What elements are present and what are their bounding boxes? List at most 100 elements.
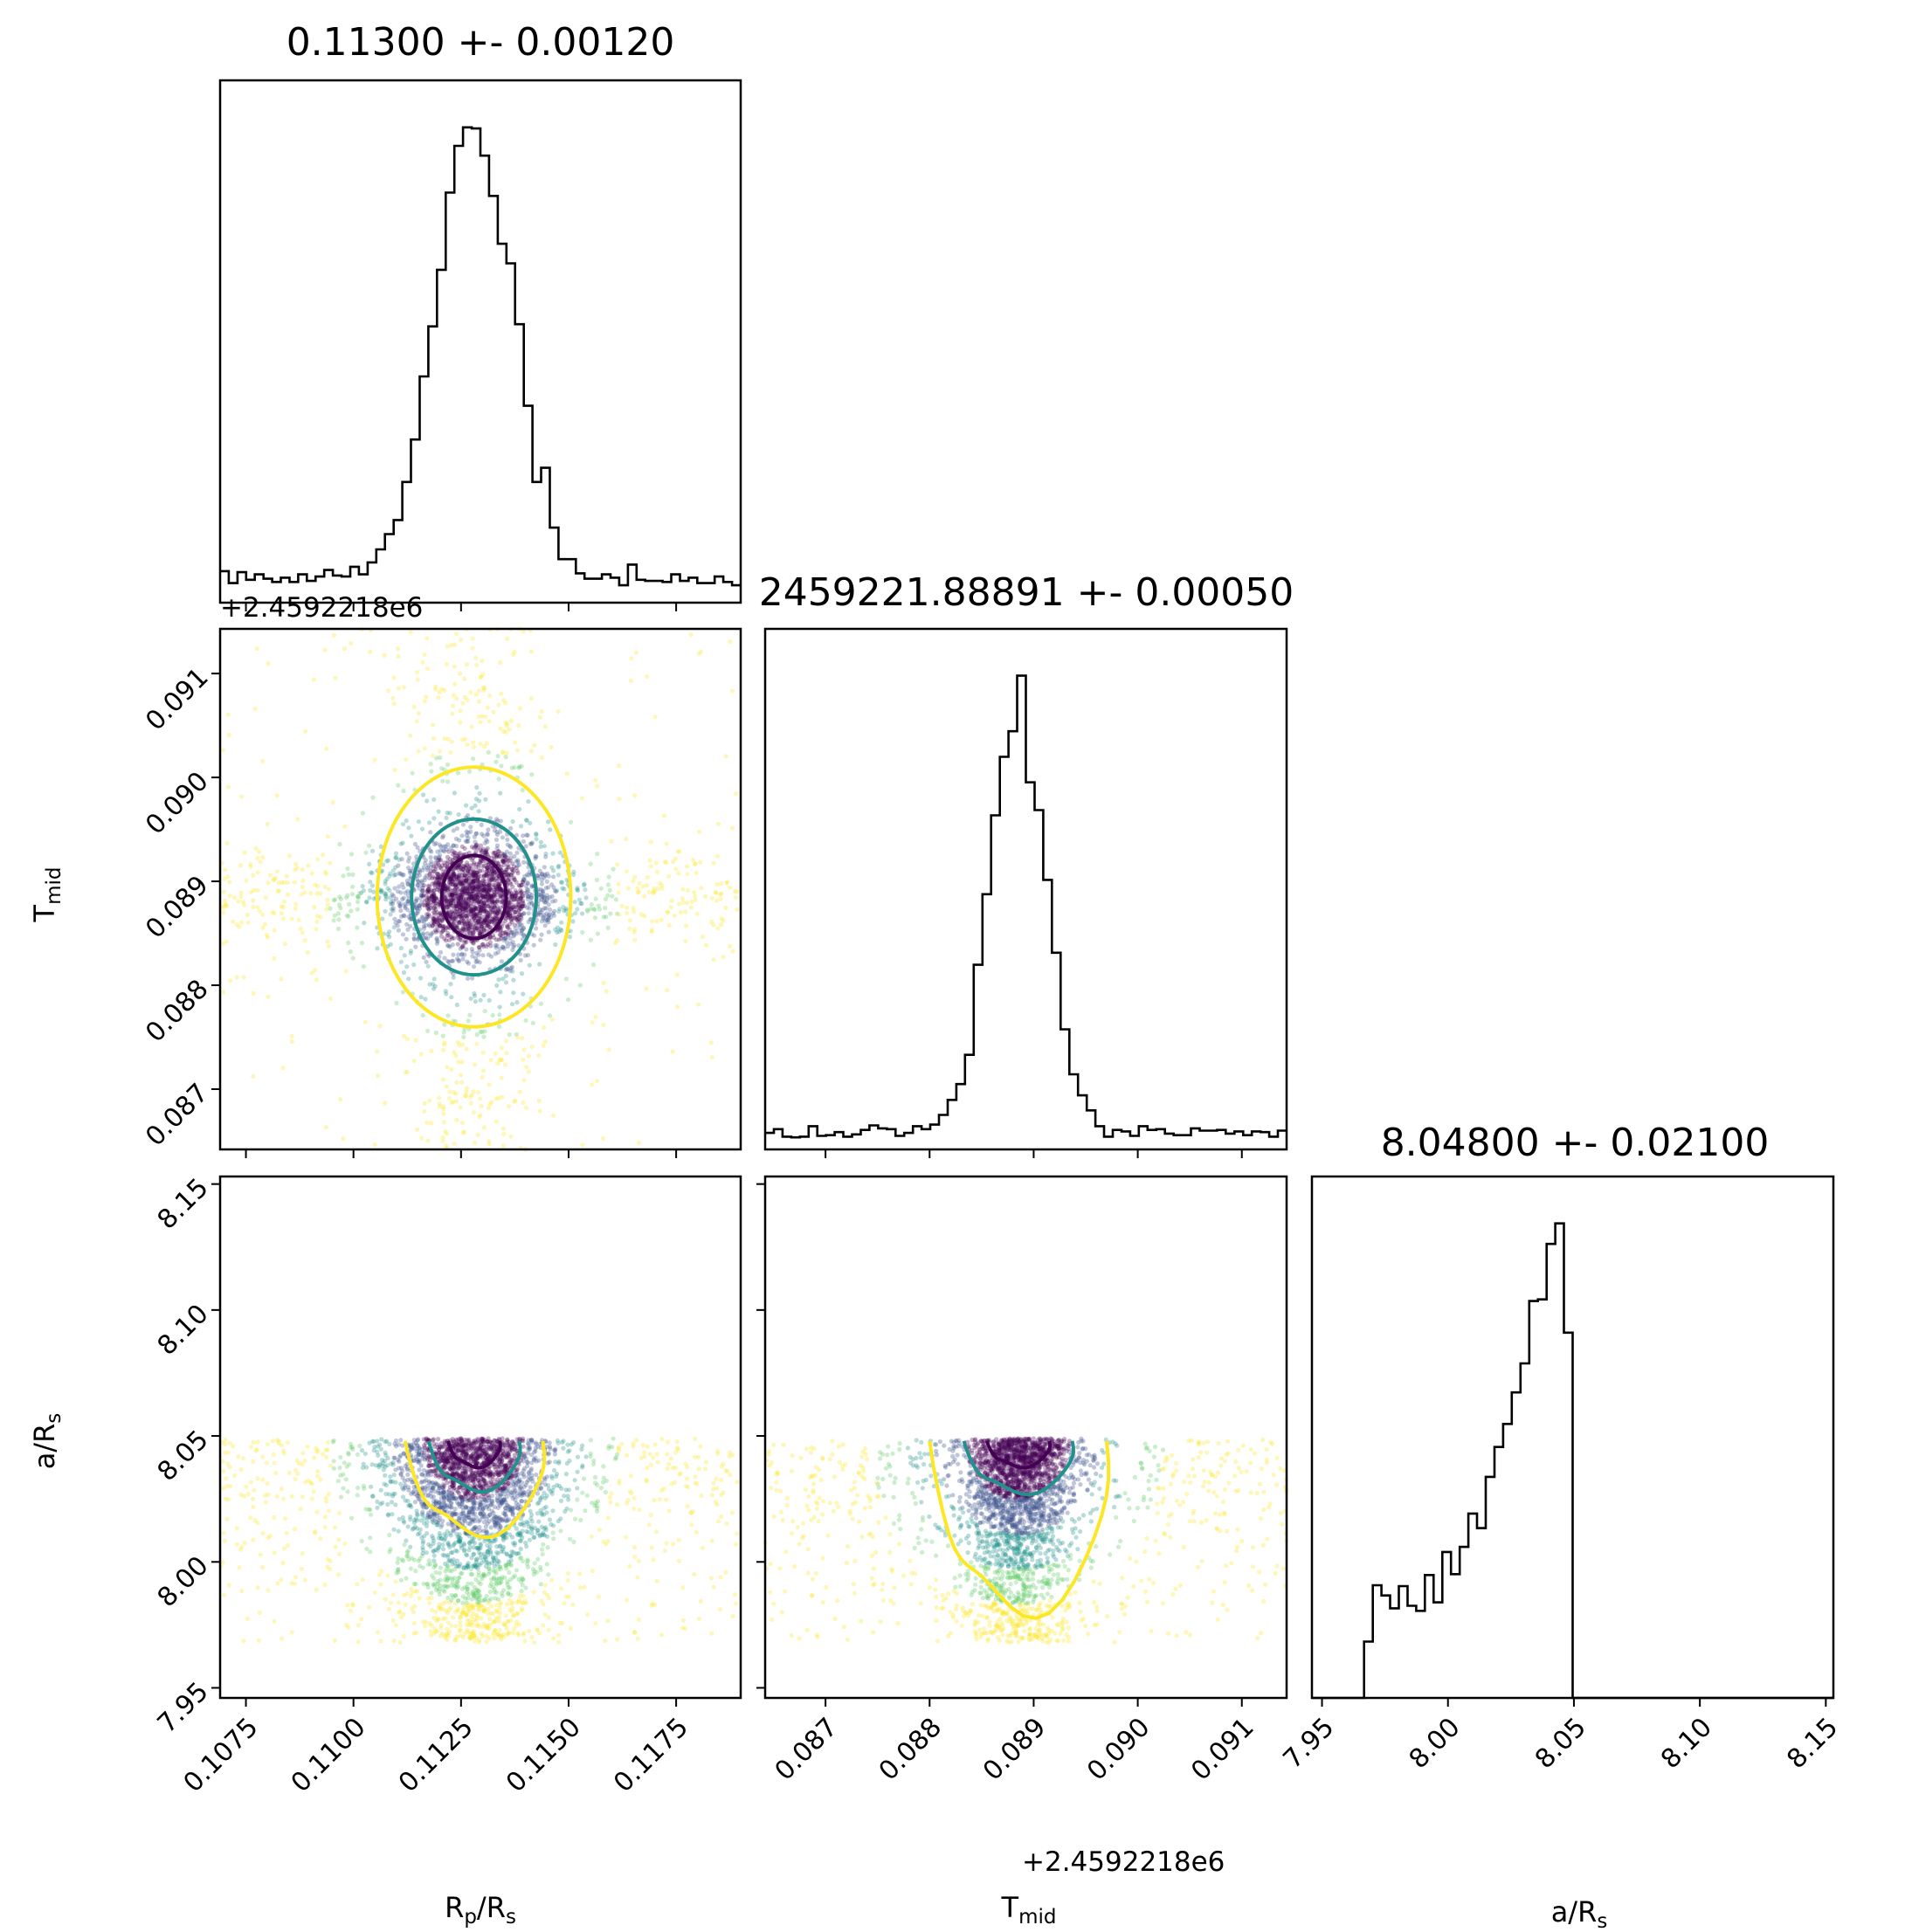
scatter-point bbox=[431, 921, 437, 927]
scatter-point bbox=[508, 907, 514, 913]
scatter-point bbox=[652, 714, 658, 720]
scatter-point bbox=[424, 666, 431, 672]
scatter-point bbox=[300, 884, 306, 890]
scatter-point bbox=[713, 890, 719, 895]
scatter-point bbox=[474, 893, 480, 898]
scatter-point bbox=[492, 905, 497, 910]
scatter-point bbox=[363, 1507, 369, 1512]
scatter-point bbox=[582, 881, 587, 887]
scatter-point bbox=[482, 917, 487, 922]
scatter-point bbox=[422, 877, 427, 883]
scatter-point bbox=[245, 1492, 251, 1497]
scatter-point bbox=[452, 873, 457, 878]
scatter-point bbox=[413, 944, 418, 949]
scatter-point bbox=[242, 850, 247, 855]
scatter-point bbox=[449, 1100, 454, 1105]
scatter-point bbox=[526, 1053, 531, 1059]
scatter-point bbox=[725, 880, 730, 885]
scatter-point bbox=[383, 1452, 389, 1458]
scatter-point bbox=[411, 1438, 417, 1443]
scatter-point bbox=[498, 659, 503, 666]
scatter-point bbox=[431, 976, 437, 982]
scatter-point bbox=[342, 646, 347, 652]
scatter-point bbox=[368, 1535, 373, 1541]
scatter-point bbox=[367, 895, 372, 900]
scatter-point bbox=[321, 852, 326, 858]
scatter-point bbox=[503, 700, 508, 706]
scatter-point bbox=[539, 881, 545, 887]
scatter-point bbox=[512, 740, 518, 745]
scatter-point bbox=[437, 842, 442, 847]
scatter-point bbox=[424, 959, 429, 964]
scatter-point bbox=[524, 832, 529, 838]
scatter-point bbox=[730, 1613, 735, 1619]
scatter-point bbox=[635, 1636, 641, 1641]
scatter-point bbox=[480, 942, 486, 948]
scatter-point bbox=[510, 1600, 515, 1605]
scatter-point bbox=[312, 1455, 317, 1460]
scatter-point bbox=[473, 1577, 479, 1582]
scatter-point bbox=[507, 914, 513, 919]
scatter-point bbox=[486, 916, 491, 921]
scatter-point bbox=[266, 661, 271, 666]
scatter-point bbox=[449, 1066, 454, 1072]
scatter-point bbox=[429, 902, 434, 908]
scatter-point bbox=[735, 907, 740, 912]
scatter-point bbox=[542, 923, 548, 928]
scatter-point bbox=[544, 879, 549, 885]
scatter-point bbox=[456, 952, 461, 957]
scatter-point bbox=[477, 899, 482, 904]
scatter-point bbox=[388, 912, 393, 917]
scatter-point bbox=[465, 1086, 470, 1091]
scatter-point bbox=[260, 854, 266, 860]
scatter-point bbox=[729, 688, 735, 693]
scatter-point bbox=[568, 819, 574, 825]
scatter-point bbox=[480, 868, 485, 873]
scatter-point bbox=[324, 907, 329, 912]
scatter-point bbox=[584, 1493, 590, 1498]
scatter-point bbox=[428, 762, 433, 767]
scatter-point bbox=[466, 864, 472, 869]
scatter-point bbox=[300, 867, 305, 873]
scatter-point bbox=[445, 876, 451, 882]
scatter-point bbox=[408, 949, 413, 954]
scatter-point bbox=[580, 929, 585, 935]
scatter-point bbox=[473, 655, 479, 660]
scatter-point bbox=[508, 1134, 514, 1139]
scatter-point bbox=[523, 818, 529, 823]
scatter-point bbox=[494, 759, 499, 764]
scatter-point bbox=[521, 833, 526, 838]
scatter-point bbox=[312, 905, 317, 910]
scatter-point bbox=[495, 1631, 500, 1637]
scatter-point bbox=[406, 976, 411, 982]
scatter-point bbox=[486, 888, 491, 894]
scatter-point bbox=[682, 909, 688, 914]
scatter-point bbox=[444, 1131, 449, 1136]
scatter-point bbox=[417, 873, 422, 878]
scatter-point bbox=[526, 1069, 531, 1074]
scatter-point bbox=[293, 861, 299, 866]
scatter-point bbox=[490, 1611, 496, 1617]
scatter-point bbox=[498, 829, 503, 834]
scatter-point bbox=[424, 902, 430, 907]
scatter-point bbox=[443, 989, 448, 994]
scatter-point bbox=[470, 756, 476, 762]
scatter-point bbox=[326, 887, 332, 892]
scatter-point bbox=[486, 827, 491, 832]
scatter-point bbox=[430, 875, 435, 881]
scatter-point bbox=[546, 885, 551, 890]
scatter-point bbox=[403, 890, 408, 895]
scatter-point bbox=[461, 1030, 466, 1035]
scatter-point bbox=[652, 1498, 657, 1503]
scatter-point bbox=[529, 772, 535, 777]
scatter-point bbox=[423, 997, 428, 1002]
scatter-point bbox=[441, 1047, 446, 1052]
scatter-point bbox=[272, 1618, 277, 1624]
scatter-point bbox=[488, 894, 494, 900]
scatter-point bbox=[462, 906, 467, 911]
scatter-point bbox=[413, 905, 418, 910]
scatter-point bbox=[420, 659, 425, 665]
scatter-point bbox=[440, 778, 445, 783]
scatter-point bbox=[437, 876, 442, 881]
scatter-point bbox=[555, 925, 561, 930]
